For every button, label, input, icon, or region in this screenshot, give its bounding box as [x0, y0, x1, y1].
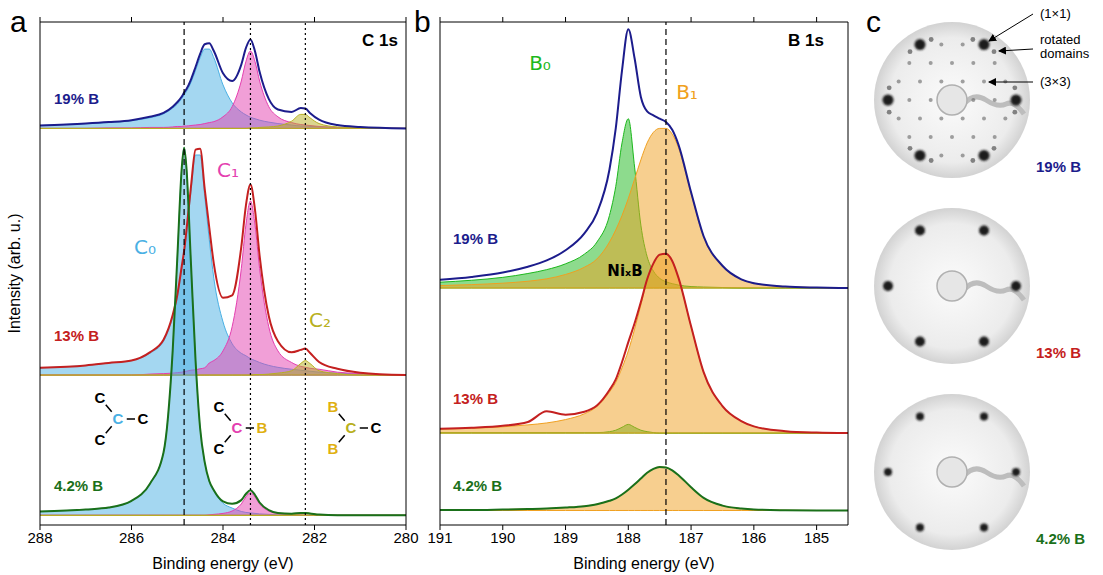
- svg-text:C: C: [95, 431, 106, 448]
- svg-text:4.2% B: 4.2% B: [453, 477, 502, 494]
- svg-text:rotated: rotated: [1040, 32, 1080, 47]
- svg-text:13% B: 13% B: [1036, 344, 1081, 361]
- svg-text:Binding energy (eV): Binding energy (eV): [152, 555, 293, 572]
- svg-text:190: 190: [490, 529, 515, 546]
- svg-text:B: B: [257, 419, 268, 436]
- svg-text:13% B: 13% B: [453, 390, 498, 407]
- svg-text:19% B: 19% B: [54, 90, 99, 107]
- svg-text:B: B: [328, 440, 339, 457]
- svg-text:189: 189: [553, 529, 578, 546]
- svg-text:C₀: C₀: [134, 235, 156, 259]
- svg-text:186: 186: [741, 529, 766, 546]
- svg-text:(1×1): (1×1): [1040, 6, 1071, 21]
- svg-text:C: C: [214, 440, 225, 457]
- svg-text:13% B: 13% B: [54, 327, 99, 344]
- svg-text:19% B: 19% B: [453, 230, 498, 247]
- svg-text:c: c: [866, 5, 881, 38]
- svg-text:C₁: C₁: [217, 158, 239, 182]
- svg-text:C: C: [371, 419, 382, 436]
- svg-text:284: 284: [210, 529, 235, 546]
- svg-text:19% B: 19% B: [1036, 158, 1081, 175]
- svg-text:C: C: [346, 419, 357, 436]
- svg-text:C: C: [113, 410, 124, 427]
- svg-text:187: 187: [679, 529, 704, 546]
- svg-text:C: C: [214, 398, 225, 415]
- svg-text:185: 185: [804, 529, 829, 546]
- svg-text:B: B: [328, 398, 339, 415]
- svg-text:C: C: [232, 419, 243, 436]
- svg-text:domains: domains: [1040, 46, 1090, 61]
- svg-text:4.2% B: 4.2% B: [54, 477, 103, 494]
- svg-text:b: b: [414, 5, 431, 38]
- svg-text:(3×3): (3×3): [1040, 74, 1071, 89]
- svg-text:NiₓB: NiₓB: [607, 262, 642, 280]
- svg-text:C: C: [138, 410, 149, 427]
- svg-text:Binding energy (eV): Binding energy (eV): [573, 555, 714, 572]
- svg-text:C: C: [95, 389, 106, 406]
- svg-text:288: 288: [27, 529, 52, 546]
- svg-text:B₀: B₀: [529, 51, 551, 75]
- svg-text:a: a: [10, 5, 27, 38]
- svg-text:282: 282: [302, 529, 327, 546]
- svg-text:C 1s: C 1s: [362, 31, 398, 50]
- svg-text:286: 286: [119, 529, 144, 546]
- svg-text:188: 188: [616, 529, 641, 546]
- svg-text:Intensity (arb. u.): Intensity (arb. u.): [6, 213, 23, 333]
- svg-text:C₂: C₂: [309, 308, 331, 332]
- svg-text:B 1s: B 1s: [788, 31, 824, 50]
- svg-text:280: 280: [393, 529, 418, 546]
- svg-text:4.2% B: 4.2% B: [1036, 530, 1085, 547]
- svg-text:B₁: B₁: [676, 80, 698, 104]
- svg-text:191: 191: [428, 529, 453, 546]
